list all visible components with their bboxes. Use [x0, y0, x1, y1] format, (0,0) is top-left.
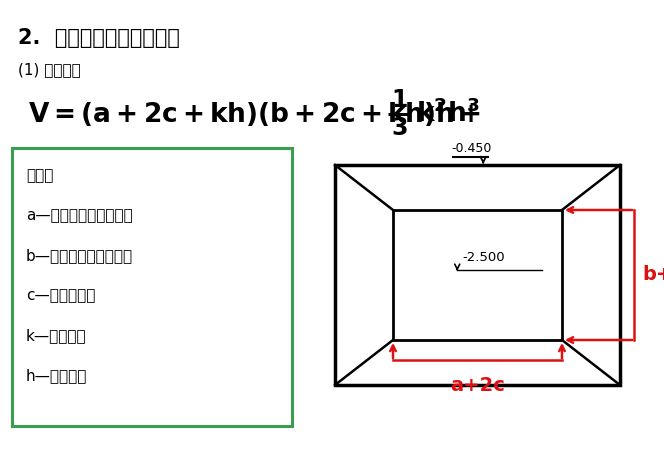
Text: $\mathbf{V=(a+2c+kh)(b+2c+kh)h+}$: $\mathbf{V=(a+2c+kh)(b+2c+kh)h+}$ — [28, 100, 481, 128]
Text: $\mathbf{1}$: $\mathbf{1}$ — [390, 88, 408, 112]
Bar — [393, 210, 562, 340]
Text: h—挖土深度: h—挖土深度 — [26, 368, 88, 383]
Text: c—工作面宽度: c—工作面宽度 — [26, 288, 96, 303]
Bar — [335, 165, 620, 385]
Text: $\mathbf{k^2h^3}$: $\mathbf{k^2h^3}$ — [416, 100, 480, 128]
Text: -0.450: -0.450 — [451, 142, 491, 155]
Text: 式中：: 式中： — [26, 168, 53, 183]
Text: $\mathbf{3}$: $\mathbf{3}$ — [390, 116, 407, 140]
Text: (1) 规则形状: (1) 规则形状 — [18, 62, 81, 77]
Text: b+2c: b+2c — [642, 266, 664, 285]
Text: a—地坑或土方底面长度: a—地坑或土方底面长度 — [26, 208, 133, 223]
Bar — [12, 148, 292, 426]
Text: k—放坡系数: k—放坡系数 — [26, 328, 86, 343]
Text: b—地坑或土方底面宽度: b—地坑或土方底面宽度 — [26, 248, 133, 263]
Text: -2.500: -2.500 — [462, 251, 505, 264]
Text: a+2c: a+2c — [450, 376, 505, 395]
Text: 2.  地坑及土方工程量计算: 2. 地坑及土方工程量计算 — [18, 28, 180, 48]
